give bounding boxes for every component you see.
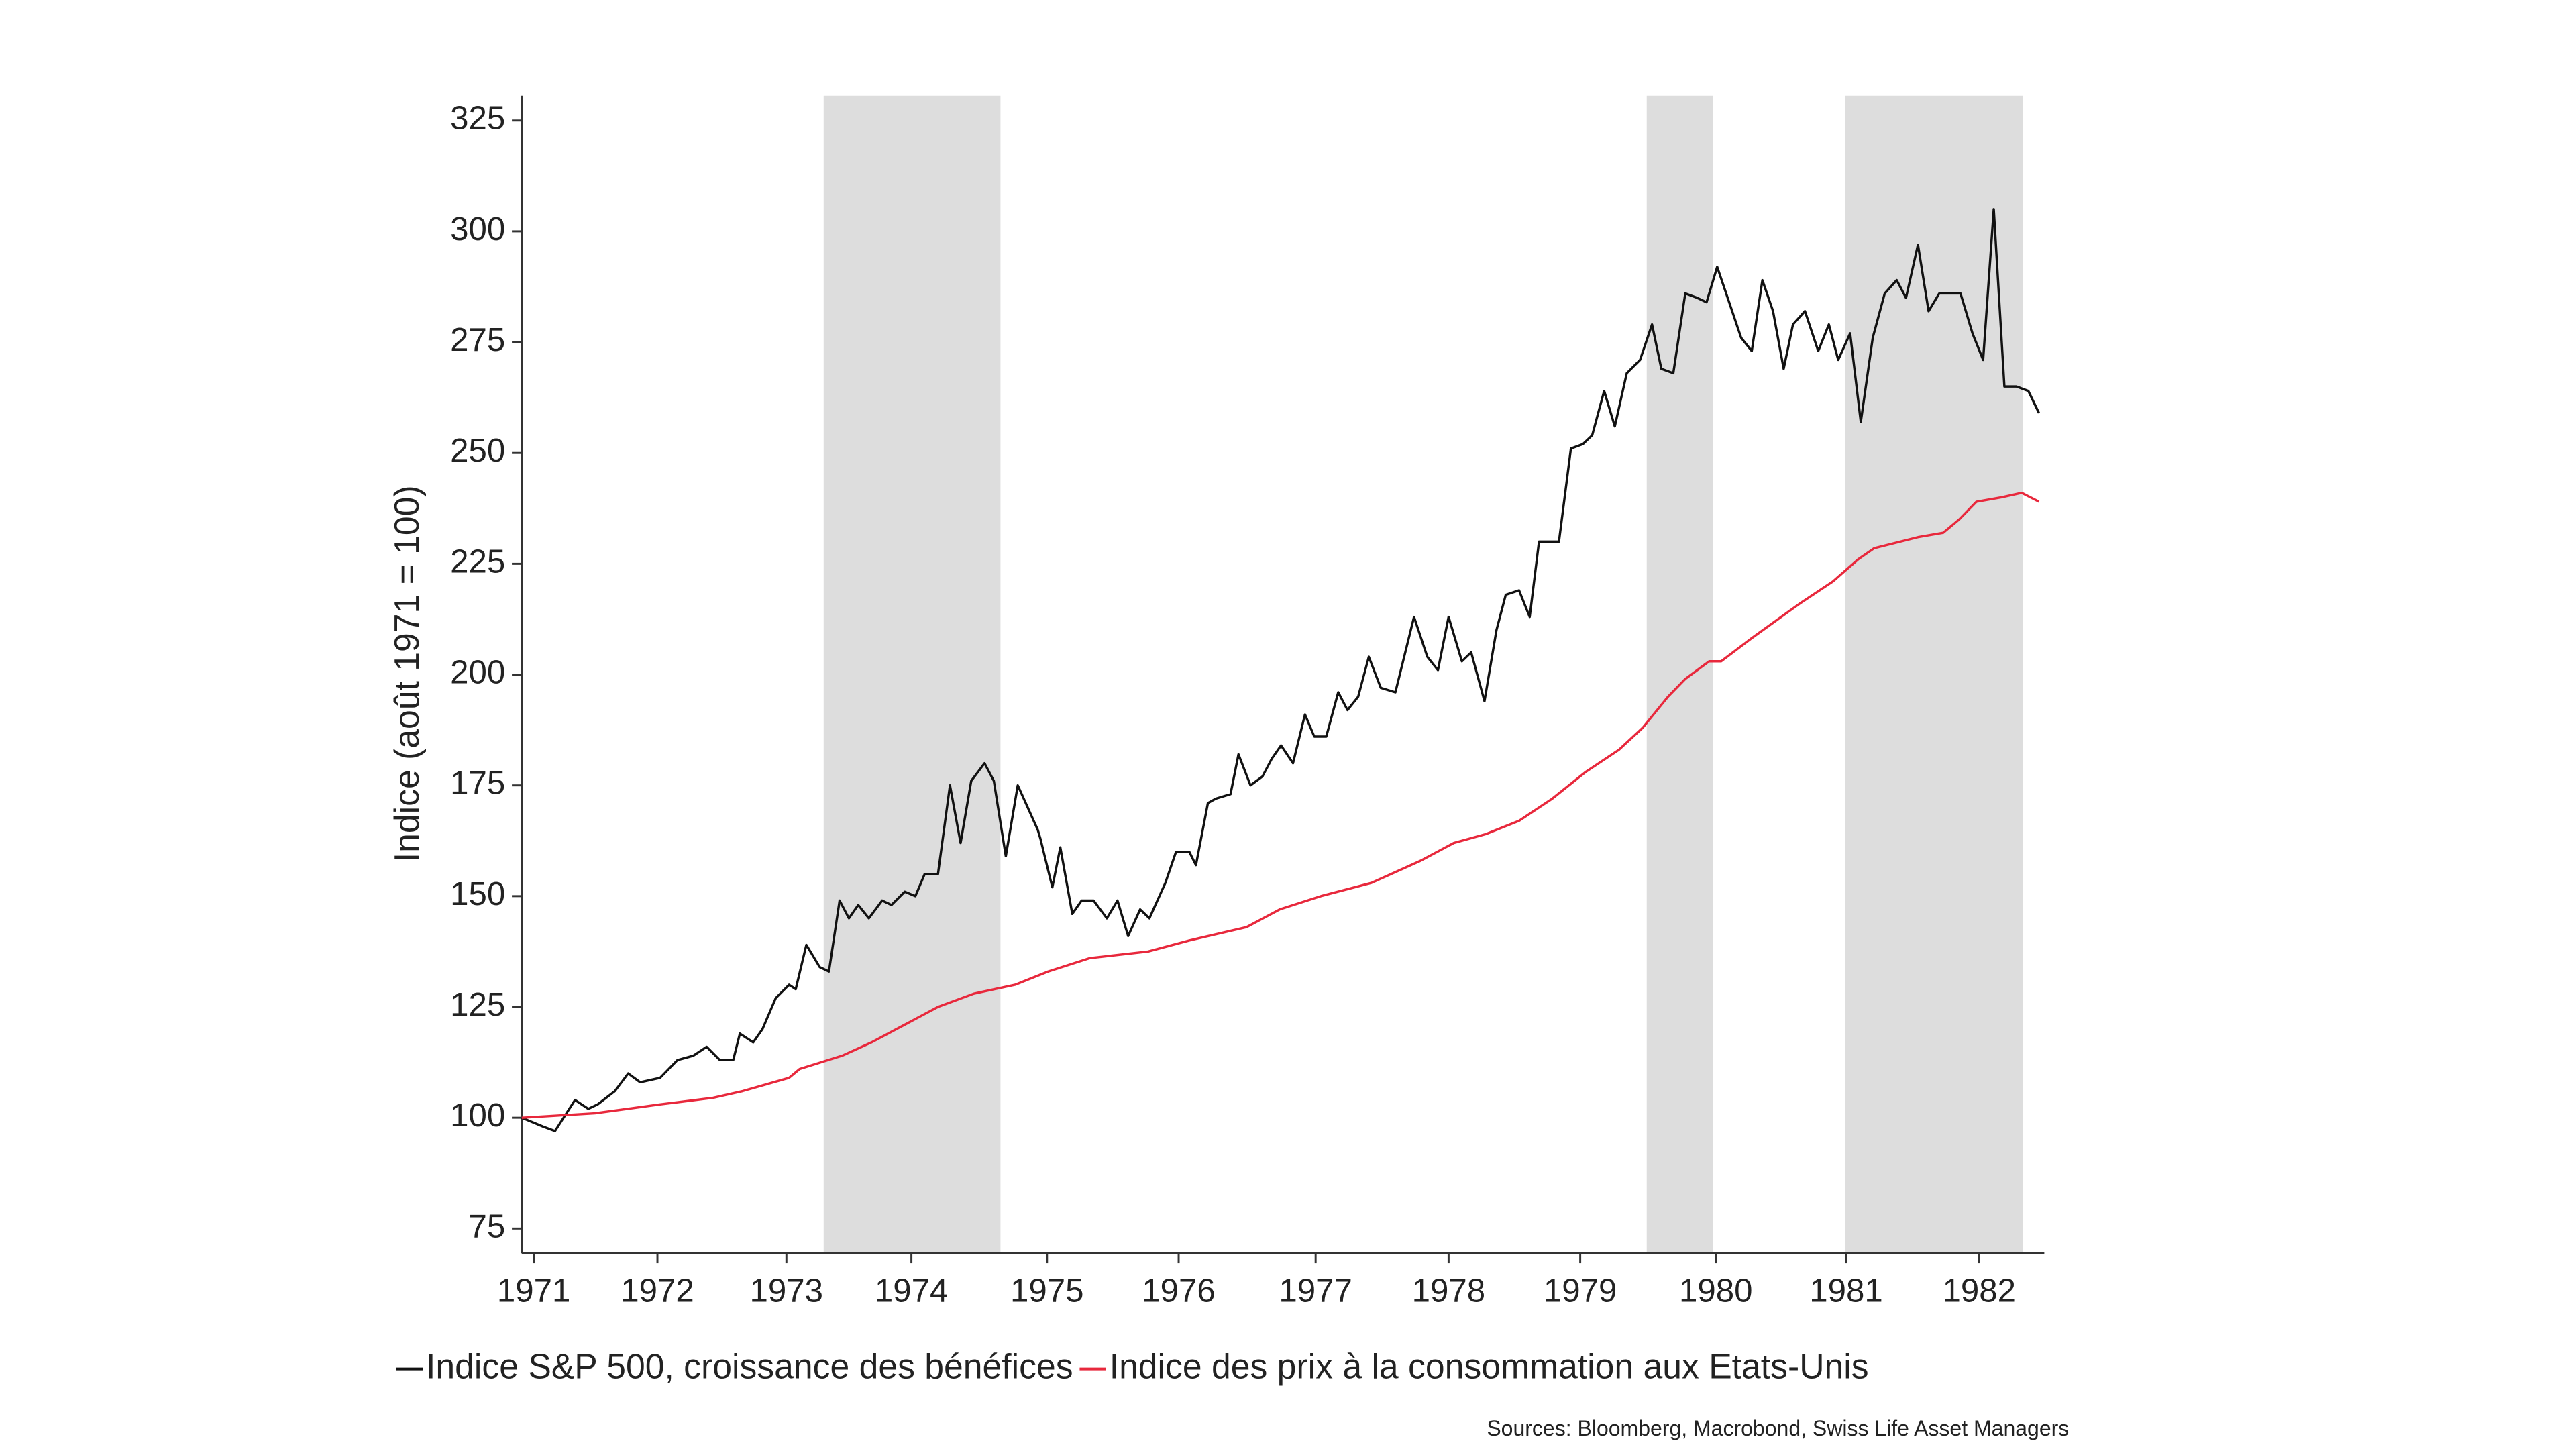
y-axis-title: Indice (août 1971 = 100)	[387, 485, 426, 862]
recession-shade	[1845, 95, 2023, 1254]
y-tick-label: 75	[468, 1208, 505, 1244]
y-tick-label: 250	[450, 432, 505, 469]
x-tick-label: 1980	[1679, 1272, 1753, 1309]
recession-shade	[1646, 95, 1713, 1254]
x-tick-label: 1975	[1010, 1272, 1084, 1309]
x-tick-label: 1978	[1412, 1272, 1486, 1309]
y-tick-label: 200	[450, 654, 505, 691]
y-tick-label: 275	[450, 321, 505, 358]
legend-label: Indice S&P 500, croissance des bénéfices	[426, 1346, 1073, 1385]
x-tick-label: 1972	[621, 1272, 694, 1309]
y-tick-label: 150	[450, 875, 505, 912]
series-line	[521, 491, 2040, 1119]
y-tick-label: 100	[450, 1097, 505, 1134]
x-tick-label: 1981	[1809, 1272, 1883, 1309]
x-tick-label: 1977	[1279, 1272, 1352, 1309]
x-tick-label: 1974	[875, 1272, 949, 1309]
x-tick-label: 1979	[1544, 1272, 1617, 1309]
y-tick-label: 225	[450, 543, 505, 580]
recession-shade	[823, 95, 1001, 1254]
source-note: Sources: Bloomberg, Macrobond, Swiss Lif…	[1487, 1416, 2069, 1440]
y-tick-label: 325	[450, 100, 505, 137]
x-tick-label: 1973	[750, 1272, 824, 1309]
y-tick-label: 175	[450, 765, 505, 802]
y-tick-label: 125	[450, 986, 505, 1023]
x-tick-label: 1971	[497, 1272, 571, 1309]
y-tick-label: 300	[450, 211, 505, 248]
legend-label: Indice des prix à la consommation aux Et…	[1110, 1346, 1869, 1385]
x-tick-label: 1976	[1142, 1272, 1216, 1309]
x-tick-label: 1982	[1943, 1272, 2017, 1309]
series-line	[521, 208, 2041, 1132]
